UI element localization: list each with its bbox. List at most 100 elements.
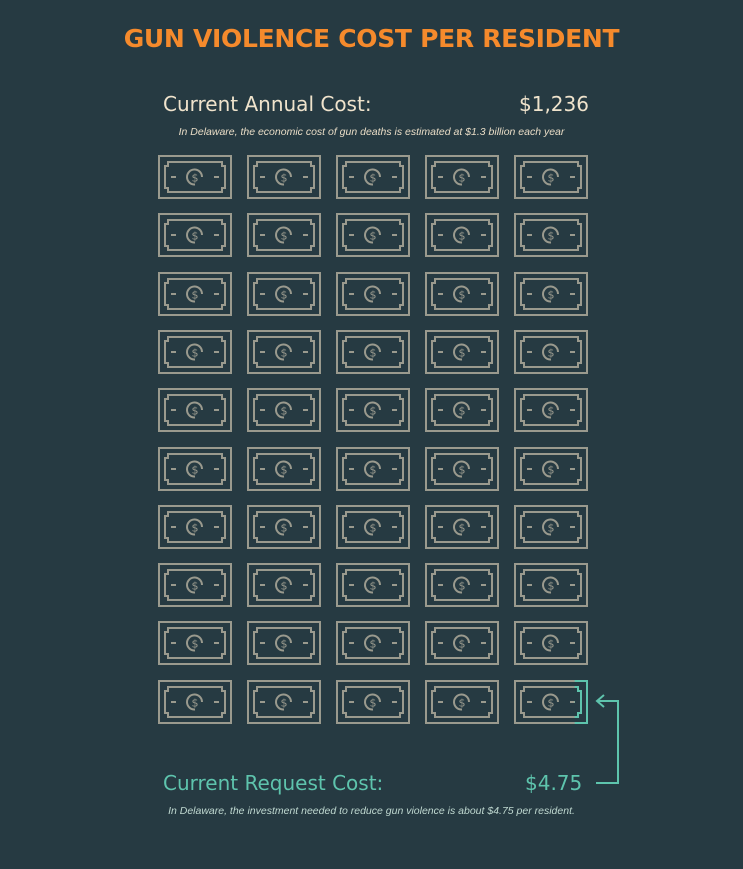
svg-text:$: $ (459, 347, 466, 360)
svg-text:$: $ (192, 697, 199, 710)
svg-text:$: $ (281, 172, 288, 185)
dollar-bill-icon: $ (336, 563, 410, 607)
svg-text:$: $ (459, 405, 466, 418)
dollar-bill-icon: $ (336, 330, 410, 374)
dollar-bill-icon: $ (158, 680, 232, 724)
dollar-bill-icon: $ (514, 155, 588, 199)
svg-text:$: $ (548, 289, 555, 302)
svg-text:$: $ (548, 230, 555, 243)
dollar-bill-icon: $ (247, 272, 321, 316)
svg-text:$: $ (459, 289, 466, 302)
dollar-bill-icon: $ (336, 388, 410, 432)
dollar-bill-icon: $ (247, 563, 321, 607)
svg-text:$: $ (459, 580, 466, 593)
dollar-bill-icon: $ (158, 388, 232, 432)
svg-text:$: $ (281, 289, 288, 302)
dollar-bill-icon: $ (247, 680, 321, 724)
dollar-bill-icon: $ (247, 388, 321, 432)
svg-text:$: $ (370, 464, 377, 477)
dollar-bill-icon: $ (425, 563, 499, 607)
svg-text:$: $ (192, 464, 199, 477)
svg-text:$: $ (459, 230, 466, 243)
dollar-bill-icon: $ (158, 505, 232, 549)
svg-text:$: $ (548, 347, 555, 360)
svg-text:$: $ (192, 230, 199, 243)
svg-text:$: $ (192, 172, 199, 185)
dollar-bill-icon: $ (158, 330, 232, 374)
svg-text:$: $ (192, 405, 199, 418)
dollar-bill-icon: $ (336, 272, 410, 316)
request-cost-label: Current Request Cost: (163, 771, 384, 795)
svg-text:$: $ (459, 697, 466, 710)
svg-text:$: $ (459, 522, 466, 535)
dollar-bill-icon: $ (514, 213, 588, 257)
dollar-bill-icon: $ (514, 272, 588, 316)
svg-text:$: $ (459, 464, 466, 477)
svg-text:$: $ (192, 638, 199, 651)
svg-text:$: $ (370, 638, 377, 651)
dollar-bill-icon: $ (336, 680, 410, 724)
dollar-bill-icon: $ (514, 447, 588, 491)
dollar-bill-icon: $ (247, 621, 321, 665)
dollar-bill-icon: $ (158, 213, 232, 257)
svg-text:$: $ (281, 230, 288, 243)
dollar-bill-icon: $ (247, 213, 321, 257)
dollar-bill-icon: $ (336, 213, 410, 257)
svg-text:$: $ (192, 522, 199, 535)
dollar-bill-icon: $ (425, 272, 499, 316)
dollar-bill-icon: $ (247, 505, 321, 549)
svg-text:$: $ (548, 580, 555, 593)
svg-text:$: $ (370, 522, 377, 535)
svg-text:$: $ (192, 347, 199, 360)
page-title: GUN VIOLENCE COST PER RESIDENT (123, 24, 620, 53)
svg-text:$: $ (370, 697, 377, 710)
svg-text:$: $ (370, 289, 377, 302)
dollar-bill-icon: $ (158, 272, 232, 316)
svg-text:$: $ (548, 697, 555, 710)
svg-text:$: $ (370, 405, 377, 418)
svg-text:$: $ (548, 464, 555, 477)
dollar-bill-icon: $ (425, 447, 499, 491)
svg-text:$: $ (281, 405, 288, 418)
svg-text:$: $ (370, 580, 377, 593)
dollar-bill-icon: $ (425, 155, 499, 199)
annual-cost-label: Current Annual Cost: (163, 92, 372, 116)
dollar-bill-icon: $ (514, 563, 588, 607)
dollar-bill-icon: $ (514, 621, 588, 665)
svg-text:$: $ (459, 172, 466, 185)
svg-text:$: $ (548, 405, 555, 418)
dollar-bill-icon: $ (514, 505, 588, 549)
annual-cost-value: $1,236 (519, 92, 589, 116)
svg-text:$: $ (281, 464, 288, 477)
svg-text:$: $ (548, 172, 555, 185)
svg-text:$: $ (281, 638, 288, 651)
dollar-bill-icon: $ (158, 621, 232, 665)
svg-text:$: $ (192, 580, 199, 593)
dollar-bill-icon: $ (425, 680, 499, 724)
dollar-bill-icon: $ (336, 447, 410, 491)
svg-text:$: $ (281, 580, 288, 593)
annual-cost-note: In Delaware, the economic cost of gun de… (178, 126, 565, 138)
dollar-bill-icon: $ (247, 155, 321, 199)
dollar-bill-icon: $ (158, 447, 232, 491)
request-cost-note: In Delaware, the investment needed to re… (168, 805, 575, 817)
dollar-bill-icon: $ (425, 388, 499, 432)
dollar-bill-icon: $ (514, 330, 588, 374)
dollar-bill-icon: $ (425, 505, 499, 549)
svg-text:$: $ (459, 638, 466, 651)
dollar-bill-icon: $ (425, 621, 499, 665)
dollar-bill-icon: $ (158, 563, 232, 607)
svg-text:$: $ (192, 289, 199, 302)
dollar-bill-icon: $ (336, 621, 410, 665)
svg-text:$: $ (548, 638, 555, 651)
svg-text:$: $ (548, 522, 555, 535)
request-cost-value: $4.75 (525, 771, 583, 795)
svg-text:$: $ (370, 347, 377, 360)
dollar-bill-icon: $ (514, 680, 588, 724)
svg-text:$: $ (370, 172, 377, 185)
svg-text:$: $ (281, 522, 288, 535)
dollar-bill-icon: $ (336, 155, 410, 199)
svg-text:$: $ (281, 697, 288, 710)
